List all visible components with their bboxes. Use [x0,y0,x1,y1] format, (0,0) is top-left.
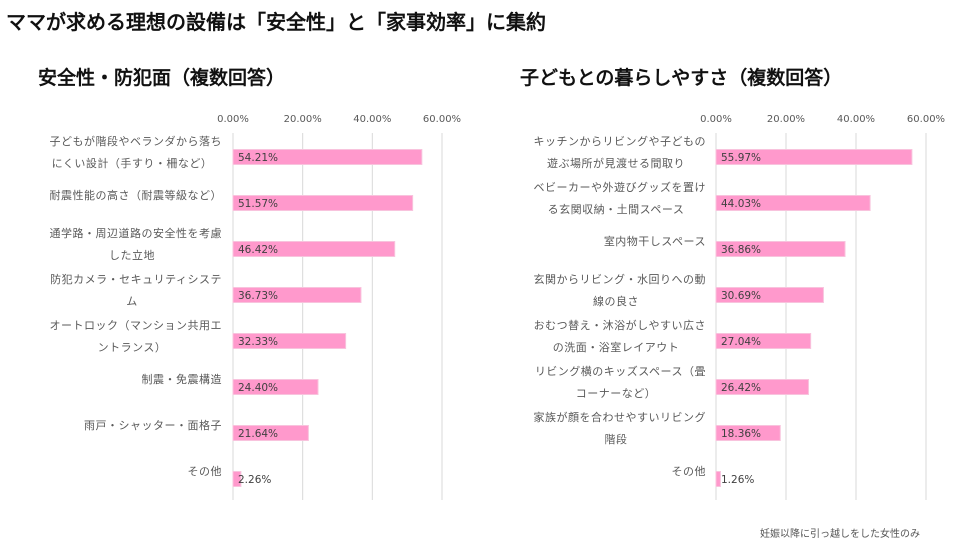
category-label: その他 [188,465,223,478]
bar [715,287,824,303]
category-label: 耐震性能の高さ（耐震等級など） [50,188,223,202]
x-tick-label: 20.00% [284,114,322,125]
category-label: 制震・免震構造 [142,372,223,386]
childcare-bar-chart: 0.00% 20.00% 40.00% 60.00% 55.97% キッチンからリビングや… [534,114,945,500]
category-label: その他 [672,465,707,478]
category-label-line: した立地 [109,248,155,262]
bar [715,471,721,487]
x-tick-label: 0.00% [217,114,249,125]
chart-title-safety: 安全性・防犯面（複数回答） [38,67,286,89]
x-tick-label: 40.00% [353,114,391,125]
category-label-line: 雨戸・シャッター・面格子 [84,418,222,432]
category-label-line: の洗面・浴室レイアウト [553,340,680,354]
category-label-line: る玄関収納・土間スペース [548,202,685,216]
category-label: 雨戸・シャッター・面格子 [84,418,222,432]
bar [715,241,846,257]
category-label-line: おむつ替え・沐浴がしやすい広さ [534,318,706,332]
category-label-line: ベビーカーや外遊びグッズを置け [534,180,707,194]
category-label: 室内物干しスペース [604,234,706,248]
bar [232,195,414,211]
bar [232,471,242,487]
category-label-line: 線の良さ [593,294,639,308]
data-label: 55.97% [721,152,761,164]
bar [232,379,319,395]
category-label-line: 玄関からリビング・水回りへの動 [534,272,707,286]
chart-title-childcare: 子どもとの暮らしやすさ（複数回答） [520,67,843,89]
category-label-line: オートロック（マンション共用エ [50,319,223,332]
data-label: 27.04% [721,336,761,348]
bar [232,333,347,349]
bar [232,241,396,257]
category-label-line: リビング横のキッズスペース（畳 [535,364,706,378]
data-label: 36.73% [238,290,278,302]
data-label: 46.42% [238,244,278,256]
footnote: 妊娠以降に引っ越しをした女性のみ [760,529,920,540]
x-tick-label: 60.00% [907,114,945,125]
data-label: 26.42% [721,382,761,394]
bar [232,149,423,165]
data-label: 24.40% [238,382,278,394]
category-label-line: その他 [672,465,707,478]
bar [715,195,871,211]
data-label: 30.69% [721,290,761,302]
data-label: 44.03% [721,198,761,210]
bar [715,425,781,441]
data-label: 32.33% [238,336,278,348]
category-label-line: ントランス） [98,341,167,354]
category-label-line: 通学路・周辺道路の安全性を考慮 [50,226,223,240]
category-label-line: ム [126,295,138,308]
bar [715,149,913,165]
data-label: 1.26% [721,474,754,486]
bar [715,333,812,349]
data-label: 21.64% [238,428,278,440]
category-label-line: キッチンからリビングや子どもの [534,134,707,148]
data-label: 51.57% [238,198,278,210]
x-tick-label: 0.00% [700,114,732,125]
category-label-line: にくい設計（手すり・柵など） [52,156,213,170]
category-label-line: コーナーなど） [576,387,657,400]
data-label: 18.36% [721,428,761,440]
category-label-line: 家族が顔を合わせやすいリビング [534,410,707,424]
data-label: 36.86% [721,244,761,256]
page-title: ママが求める理想の設備は「安全性」と「家事効率」に集約 [6,10,546,34]
bar [715,379,809,395]
category-label-line: 階段 [605,432,628,446]
x-tick-label: 40.00% [837,114,875,125]
category-label-line: 遊ぶ場所が見渡せる間取り [547,156,685,170]
x-tick-label: 20.00% [767,114,805,125]
safety-bar-chart: 0.00% 20.00% 40.00% 60.00% 54.21% 子どもが階段やベランダ… [50,114,461,500]
bar [232,425,309,441]
category-label-line: 室内物干しスペース [604,234,706,248]
data-label: 54.21% [238,152,278,164]
category-label-line: 制震・免震構造 [142,372,223,386]
category-label-line: 耐震性能の高さ（耐震等級など） [50,188,223,202]
category-label-line: 防犯カメラ・セキュリティシステ [50,272,222,286]
bar [232,287,362,303]
category-label-line: その他 [188,465,223,478]
category-label-line: 子どもが階段やベランダから落ち [50,134,223,148]
x-tick-label: 60.00% [423,114,461,125]
data-label: 2.26% [238,474,271,486]
